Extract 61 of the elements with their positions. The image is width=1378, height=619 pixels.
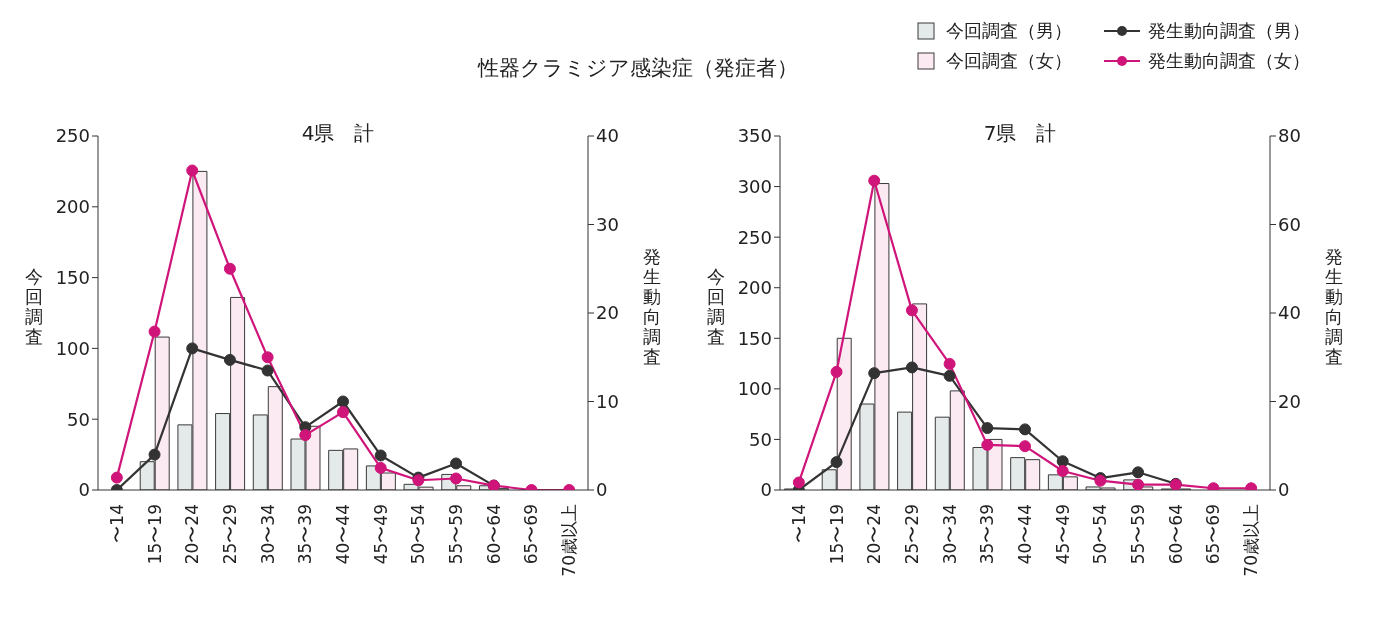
y-axis-title: 今回調査 [707, 266, 725, 347]
legend-label: 今回調査（男） [946, 19, 1072, 43]
x-tick-label: 15〜19 [826, 504, 847, 565]
x-tick-label: 〜14 [788, 504, 809, 543]
x-tick-label: 65〜69 [521, 504, 542, 565]
y-tick-label: 50 [67, 408, 90, 430]
legend-label: 発生動向調査（女） [1148, 49, 1310, 73]
x-tick-label: 65〜69 [1203, 504, 1224, 565]
y-tick-label: 200 [737, 277, 772, 299]
x-tick-label: 60〜64 [483, 504, 504, 565]
chart-subtitle: 7県 計 [982, 120, 1058, 147]
y2-tick-label: 80 [1278, 125, 1301, 147]
y2-tick-label: 10 [596, 390, 619, 412]
y2-tick-label: 60 [1278, 213, 1301, 235]
x-tick-label: 20〜24 [864, 504, 885, 565]
y2-tick-label: 0 [596, 479, 608, 501]
chart-subtitle: 4県 計 [300, 120, 376, 147]
y-tick-label: 150 [737, 327, 772, 349]
x-tick-label: 50〜54 [1090, 504, 1111, 565]
text: 性器クラミジア感染症（発症者） [476, 55, 799, 82]
x-tick-label: 30〜34 [939, 504, 960, 565]
x-tick-label: 35〜39 [295, 504, 316, 565]
y-tick-label: 150 [55, 266, 90, 288]
x-tick-label: 40〜44 [1015, 504, 1035, 565]
y-tick-label: 250 [737, 226, 772, 248]
y2-tick-label: 40 [596, 125, 619, 147]
y-tick-label: 250 [55, 125, 90, 147]
y2-axis-title: 発生動向調査 [643, 246, 661, 367]
y2-axis-title: 発生動向調査 [1325, 246, 1343, 367]
x-tick-label: 25〜29 [219, 504, 240, 565]
y2-tick-label: 0 [1278, 479, 1290, 501]
y-tick-label: 0 [78, 479, 90, 501]
y2-tick-label: 20 [596, 302, 619, 324]
x-tick-label: 15〜19 [144, 504, 165, 565]
y2-tick-label: 20 [1278, 390, 1301, 412]
y-tick-label: 100 [737, 378, 772, 400]
y2-tick-label: 40 [1278, 302, 1301, 324]
x-tick-label: 50〜54 [408, 504, 429, 565]
x-tick-label: 70歳以上 [559, 504, 580, 577]
legend-label: 今回調査（女） [946, 49, 1072, 73]
y-tick-label: 300 [737, 175, 772, 197]
x-tick-label: 30〜34 [257, 504, 278, 565]
x-tick-label: 55〜59 [446, 504, 467, 565]
x-tick-label: 45〜49 [1052, 504, 1073, 565]
x-tick-label: 25〜29 [901, 504, 922, 565]
y-tick-label: 0 [760, 479, 772, 501]
x-tick-label: 60〜64 [1165, 504, 1186, 565]
y-tick-label: 100 [55, 337, 90, 359]
x-tick-label: 45〜49 [370, 504, 391, 565]
x-tick-label: 35〜39 [977, 504, 998, 565]
y-tick-label: 200 [55, 196, 90, 218]
x-tick-label: 40〜44 [333, 504, 353, 565]
legend-label: 発生動向調査（男） [1148, 19, 1310, 43]
x-tick-label: 〜14 [106, 504, 127, 543]
x-tick-label: 70歳以上 [1241, 504, 1262, 577]
x-tick-label: 55〜59 [1128, 504, 1149, 565]
x-tick-label: 20〜24 [182, 504, 203, 565]
y-tick-label: 350 [737, 125, 772, 147]
y2-tick-label: 30 [596, 213, 619, 235]
y-axis-title: 今回調査 [25, 266, 43, 347]
y-tick-label: 50 [749, 428, 772, 450]
